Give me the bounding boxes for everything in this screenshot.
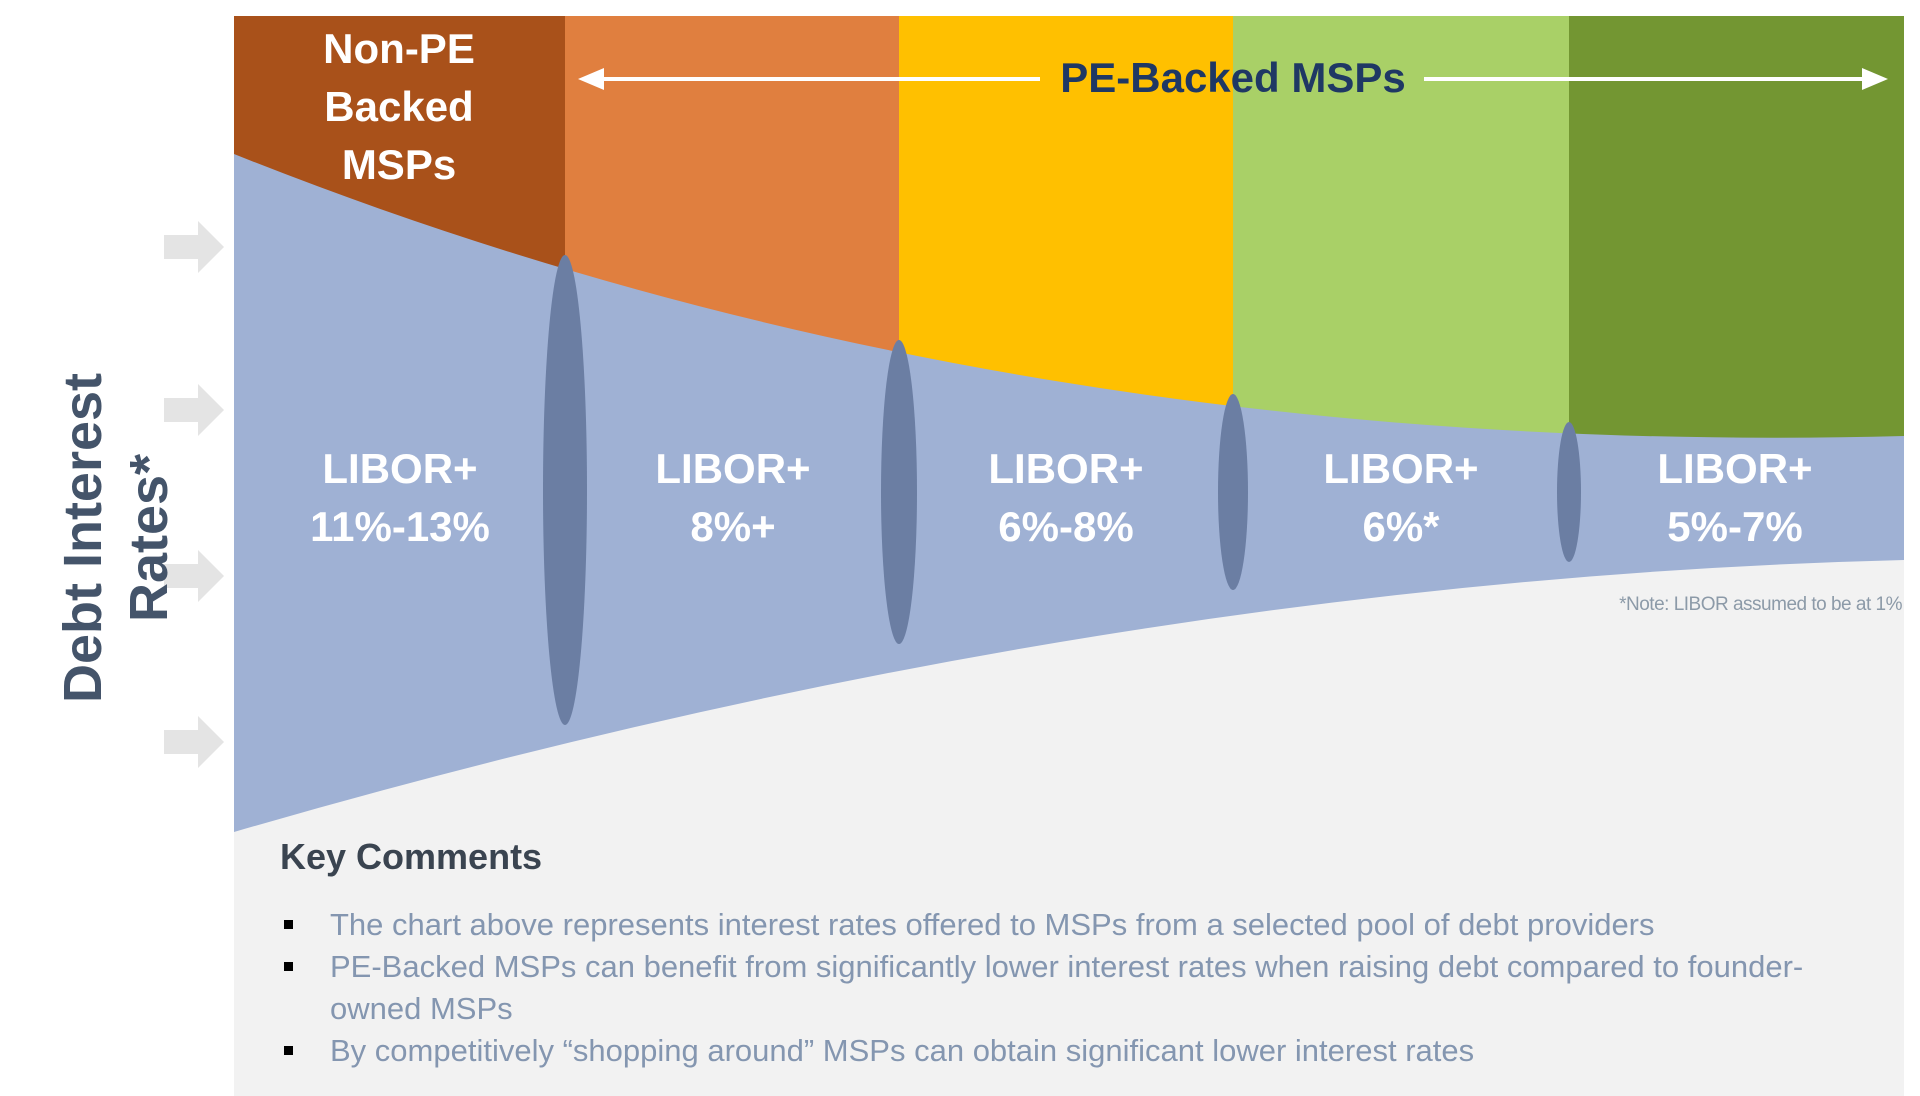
right-arrow-icon: [164, 221, 224, 273]
y-axis-title: Debt Interest Rates*: [50, 268, 190, 808]
stage-divider-ring: [543, 255, 587, 725]
key-comments-title: Key Comments: [280, 836, 543, 877]
rate-label-line1: LIBOR+: [1323, 445, 1479, 492]
arrow-right-head-icon: [1862, 68, 1888, 90]
key-comment-item: By competitively “shopping around” MSPs …: [280, 1030, 1860, 1072]
y-axis-title-line2: Rates*: [119, 453, 179, 623]
stage-divider-ring: [1557, 422, 1581, 562]
rate-label-line1: LIBOR+: [655, 445, 811, 492]
rate-label-line1: LIBOR+: [988, 445, 1144, 492]
libor-note: *Note: LIBOR assumed to be at 1%: [1619, 594, 1902, 615]
arrow-left-head-icon: [578, 68, 604, 90]
rate-label-stage-5: LIBOR+ 5%-7%: [1585, 440, 1885, 556]
key-comment-item: PE-Backed MSPs can benefit from signific…: [280, 946, 1860, 1030]
right-arrow-icon: [164, 550, 224, 602]
key-comments-list: The chart above represents interest rate…: [280, 904, 1860, 1072]
non-pe-header-line: MSPs: [341, 141, 457, 188]
non-pe-header: Non-PE Backed MSPs: [234, 20, 564, 194]
pe-backed-header: PE-Backed MSPs: [1060, 54, 1406, 101]
key-comment-item: The chart above represents interest rate…: [280, 904, 1860, 946]
rate-label-line2: 8%+: [690, 503, 776, 550]
stage-divider-ring: [881, 340, 917, 644]
funnel-shape: [234, 154, 1904, 832]
rate-label-stage-1: LIBOR+ 11%-13%: [250, 440, 550, 556]
rate-label-line2: 5%-7%: [1667, 503, 1803, 550]
right-arrow-icon: [164, 716, 224, 768]
rate-label-stage-4: LIBOR+ 6%*: [1251, 440, 1551, 556]
right-arrow-icon: [164, 384, 224, 436]
rate-label-stage-2: LIBOR+ 8%+: [583, 440, 883, 556]
rate-label-line1: LIBOR+: [1657, 445, 1813, 492]
non-pe-header-line: Non-PE: [323, 25, 475, 72]
rate-label-line2: 6%*: [1362, 503, 1440, 550]
non-pe-header-line: Backed: [324, 83, 474, 130]
rate-label-stage-3: LIBOR+ 6%-8%: [916, 440, 1216, 556]
rate-label-line2: 6%-8%: [998, 503, 1134, 550]
rate-label-line1: LIBOR+: [322, 445, 478, 492]
y-axis-title-line1: Debt Interest: [53, 372, 113, 704]
key-comments-panel: Key Comments The chart above represents …: [234, 832, 1904, 1096]
stage-divider-ring: [1218, 394, 1248, 590]
rate-label-line2: 11%-13%: [310, 503, 490, 550]
